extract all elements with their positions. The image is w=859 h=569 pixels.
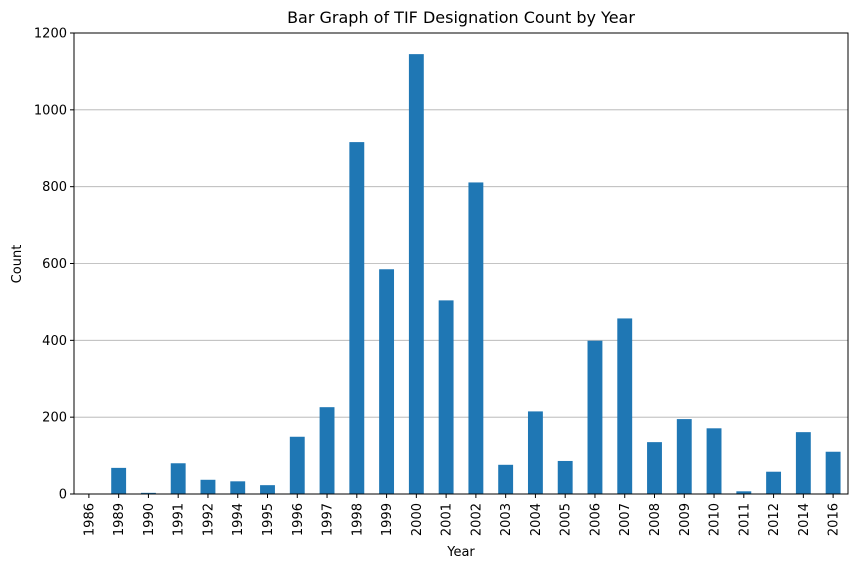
bar-2011 [736,491,752,494]
bar-2009 [676,419,692,494]
bar-2006 [587,340,603,494]
x-tick-label: 2011 [737,503,752,536]
bar-2005 [557,460,573,494]
bar-1995 [260,485,275,494]
x-tick-label: 1998 [350,503,365,536]
gridlines [74,109,848,418]
y-axis-ticks: 0 200 400 600 800 1000 1200 [34,27,74,503]
x-tick-label: 2005 [559,503,574,536]
x-tick-label: 2006 [588,503,603,536]
y-tick-label: 600 [42,257,67,272]
bar-1992 [200,479,216,494]
bar-2012 [766,471,782,494]
x-tick-label: 2014 [797,503,812,536]
bar-1999 [379,269,395,494]
bar-2002 [468,182,484,494]
x-tick-label: 1991 [172,503,187,536]
x-tick-label: 1990 [142,503,157,536]
bar-2008 [647,442,662,494]
x-tick-label: 1994 [231,503,246,536]
bar-2010 [706,428,722,494]
y-tick-label: 400 [42,334,67,349]
x-tick-label: 1992 [201,503,216,536]
y-tick-label: 1000 [34,103,67,118]
bar-1998 [349,142,365,494]
chart-title: Bar Graph of TIF Designation Count by Ye… [287,8,635,27]
x-tick-label: 1989 [112,503,127,536]
x-tick-label: 2000 [410,503,425,536]
y-tick-label: 200 [42,411,67,426]
x-tick-label: 2009 [678,503,693,536]
x-axis-title: Year [446,545,475,560]
bar-2007 [617,318,633,494]
bar-2016 [825,451,841,494]
x-tick-label: 2012 [767,503,782,536]
x-tick-label: 1986 [82,503,97,536]
y-tick-label: 800 [42,180,67,195]
x-tick-label: 2010 [708,503,723,536]
x-tick-label: 2007 [618,503,633,536]
x-tick-label: 2002 [469,503,484,536]
bars [81,54,841,495]
bar-2014 [795,432,811,494]
bar-1990 [140,492,156,494]
x-axis-ticks: 1986 1989 1990 1991 1992 1994 1995 1996 1997 1998… [82,494,842,536]
x-tick-label: 2001 [440,503,455,536]
bar-1994 [230,481,246,494]
bar-1991 [170,463,186,494]
bar-1996 [289,436,305,494]
y-axis-title: Count [10,245,25,284]
x-tick-label: 1996 [291,503,306,536]
y-tick-label: 1200 [34,27,67,42]
x-tick-label: 2004 [529,503,544,536]
bar-2003 [498,464,514,494]
bar-1997 [319,407,335,494]
bar-2000 [408,54,424,495]
y-tick-label: 0 [59,488,67,503]
bar-2004 [527,411,543,494]
bar-1989 [111,467,127,494]
x-tick-label: 1997 [321,503,336,536]
x-tick-label: 1995 [261,503,276,536]
x-tick-label: 2008 [648,503,663,536]
x-tick-label: 1999 [380,503,395,536]
bar-2001 [438,300,454,494]
x-tick-label: 2016 [827,503,842,536]
x-tick-label: 2003 [499,503,514,536]
